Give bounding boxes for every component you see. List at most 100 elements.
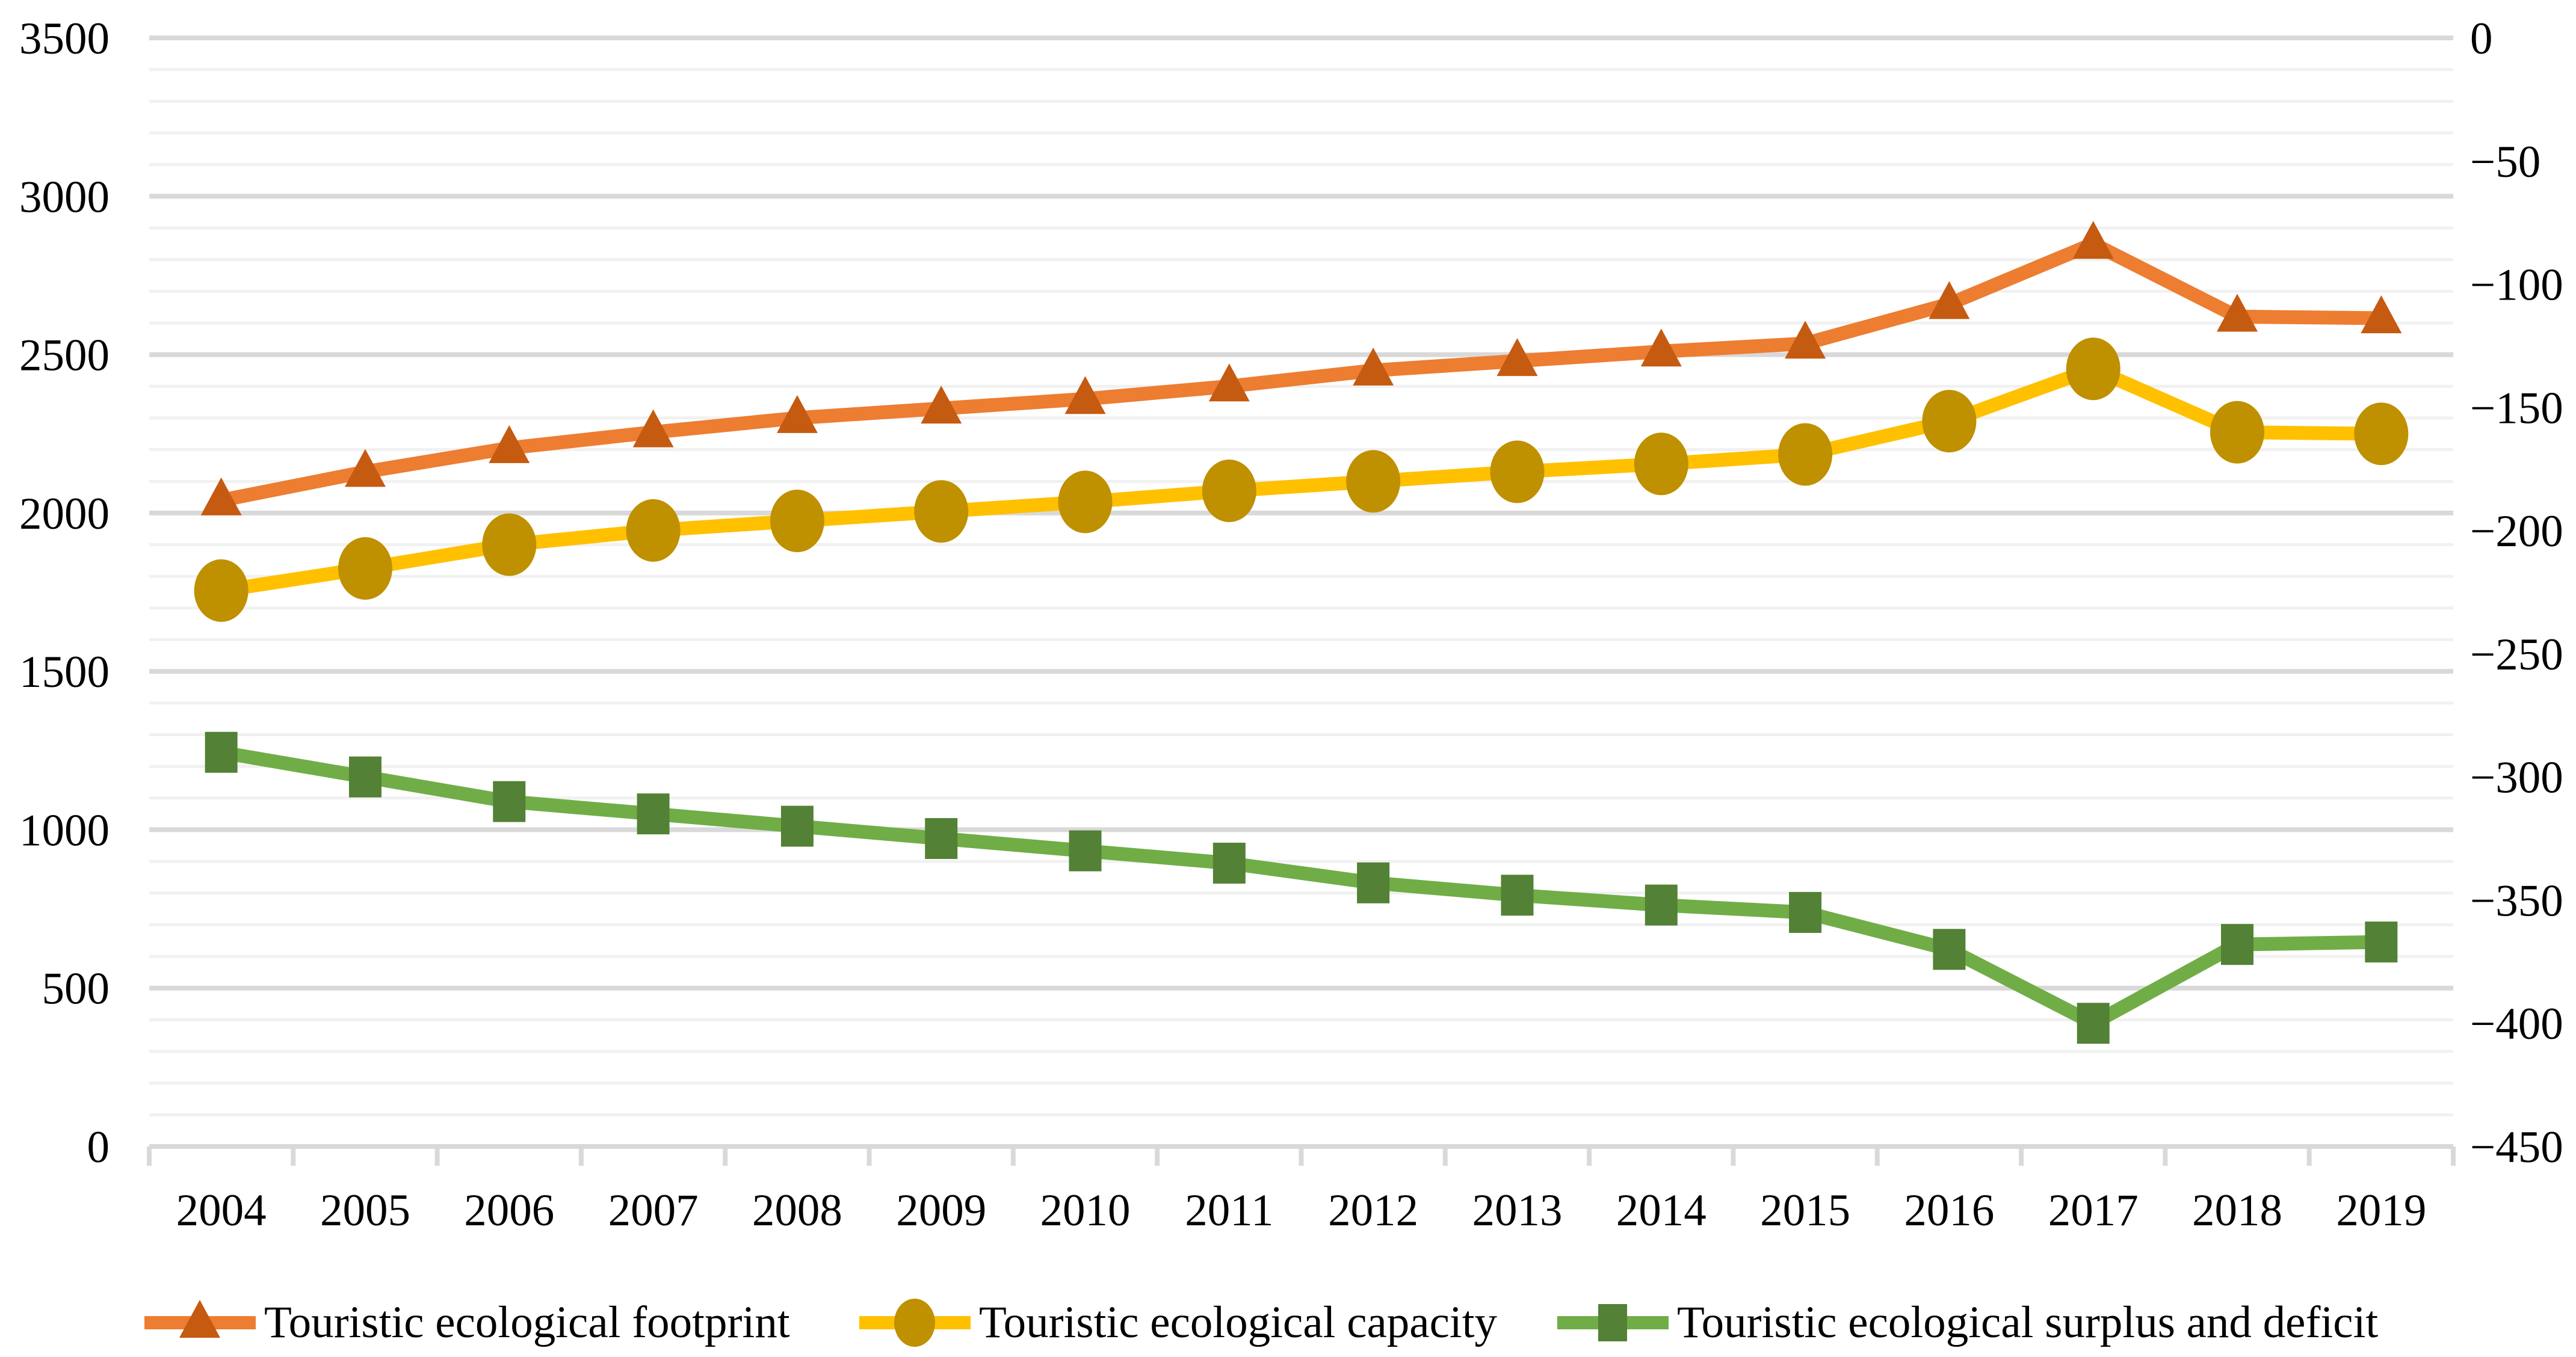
x-axis-tick-label: 2007 [608, 1186, 699, 1235]
square-marker [637, 793, 670, 835]
triangle-marker [344, 449, 386, 487]
square-marker [1357, 862, 1390, 903]
chart-legend: Touristic ecological footprint Touristic… [0, 1291, 2576, 1354]
circle-marker [770, 490, 824, 553]
square-marker [348, 756, 381, 798]
triangle-marker [179, 1300, 220, 1338]
circle-marker [338, 537, 392, 600]
legend-label-surplus-deficit: Touristic ecological surplus and deficit [1677, 1297, 2379, 1347]
left-axis-tick-label: 2500 [19, 331, 110, 381]
right-axis-tick-label: −200 [2470, 506, 2563, 556]
gridlines [149, 35, 2453, 1149]
x-axis-tick-label: 2004 [176, 1186, 267, 1235]
right-axis-tick-label: −300 [2470, 753, 2563, 803]
right-axis-tick-label: −50 [2470, 137, 2540, 187]
series-line [220, 745, 2382, 1030]
square-marker [780, 805, 814, 847]
triangle-marker [1640, 328, 1682, 367]
legend-label-footprint: Touristic ecological footprint [264, 1297, 790, 1347]
left-axis-tick-label: 2000 [19, 489, 110, 539]
right-axis-tick-label: −450 [2470, 1122, 2563, 1172]
surplus-deficit-legend-swatch [1557, 1304, 1669, 1341]
square-marker [925, 818, 958, 860]
right-axis-tick-label: 0 [2470, 14, 2493, 64]
right-axis-tick-label: −350 [2470, 876, 2563, 926]
circle-marker [894, 1299, 935, 1347]
x-axis-tick-label: 2008 [752, 1186, 842, 1235]
triangle-marker [632, 409, 674, 448]
x-axis-tick-label: 2015 [1760, 1186, 1850, 1235]
triangle-marker [489, 425, 530, 463]
circle-marker [1922, 390, 1977, 453]
capacity-legend-swatch [859, 1299, 971, 1347]
square-marker [2077, 1003, 2110, 1044]
triangle-marker [1064, 376, 1106, 414]
left-axis-tick-label: 500 [42, 964, 110, 1014]
circle-marker [2354, 402, 2409, 466]
triangle-marker [200, 477, 242, 515]
right-axis-labels: 0 −50 −100 −150 −200 −250 −300 −350 −400 −450 [2470, 14, 2563, 1172]
triangle-marker [2217, 294, 2258, 332]
triangle-marker [921, 386, 962, 424]
legend-label-capacity: Touristic ecological capacity [979, 1297, 1498, 1347]
circle-marker [1058, 470, 1113, 534]
circle-marker [1490, 440, 1545, 503]
circle-marker [482, 513, 537, 576]
left-axis-tick-label: 0 [87, 1122, 110, 1172]
triangle-marker [1208, 363, 1250, 402]
square-marker [493, 781, 526, 822]
series-capacity[interactable] [194, 337, 2409, 622]
square-marker [1645, 884, 1678, 926]
x-axis-tick-label: 2006 [464, 1186, 554, 1235]
square-marker [1933, 929, 1966, 970]
x-axis-tick-label: 2019 [2336, 1186, 2426, 1235]
circle-marker [2210, 401, 2265, 464]
left-axis-tick-label: 3500 [19, 14, 110, 64]
legend-item-capacity[interactable]: Touristic ecological capacity [859, 1291, 1497, 1354]
x-axis-tick-label: 2014 [1616, 1186, 1707, 1235]
right-axis-tick-label: −250 [2470, 630, 2563, 680]
circle-marker [1634, 432, 1688, 496]
circle-marker [2066, 337, 2120, 401]
circle-marker [1346, 450, 1401, 513]
circle-marker [194, 559, 249, 622]
square-marker [1212, 843, 1246, 884]
triangle-marker [2361, 295, 2402, 334]
series-surplus-deficit[interactable] [205, 731, 2398, 1044]
triangle-marker [2072, 221, 2114, 259]
series-line [220, 362, 2382, 598]
square-marker [1598, 1304, 1627, 1341]
series-footprint[interactable] [200, 221, 2402, 515]
circle-marker [914, 480, 969, 543]
legend-item-surplus-deficit[interactable]: Touristic ecological surplus and deficit [1557, 1291, 2378, 1354]
x-axis-tick-label: 2012 [1328, 1186, 1418, 1235]
triangle-marker [776, 395, 818, 433]
x-axis-tick-label: 2010 [1040, 1186, 1131, 1235]
triangle-marker [1785, 321, 1826, 359]
triangle-marker [1353, 347, 1394, 386]
x-axis-tick-label: 2013 [1472, 1186, 1562, 1235]
x-axis-tick-label: 2018 [2192, 1186, 2282, 1235]
square-marker [205, 731, 238, 773]
right-axis-tick-label: −400 [2470, 999, 2563, 1049]
x-axis-tick-label: 2011 [1185, 1186, 1273, 1235]
x-axis-ticks [147, 1146, 2456, 1166]
x-axis-tick-label: 2016 [1904, 1186, 1994, 1235]
x-axis-labels: 2004 2005 2006 2007 2008 2009 2010 2011 2012 2013… [176, 1186, 2427, 1235]
right-axis-tick-label: −100 [2470, 260, 2563, 310]
triangle-marker [1929, 281, 1970, 319]
square-marker [1789, 891, 1822, 933]
circle-marker [626, 499, 681, 562]
left-axis-tick-label: 1000 [19, 805, 110, 855]
left-axis-tick-label: 3000 [19, 172, 110, 222]
left-axis-tick-label: 1500 [19, 647, 110, 697]
right-axis-tick-label: −150 [2470, 383, 2563, 433]
x-axis-tick-label: 2005 [320, 1186, 410, 1235]
x-axis-tick-label: 2017 [2048, 1186, 2139, 1235]
x-axis-tick-label: 2009 [896, 1186, 986, 1235]
legend-item-footprint[interactable]: Touristic ecological footprint [144, 1291, 790, 1354]
series-line [220, 236, 2382, 508]
square-marker [1501, 875, 1534, 916]
